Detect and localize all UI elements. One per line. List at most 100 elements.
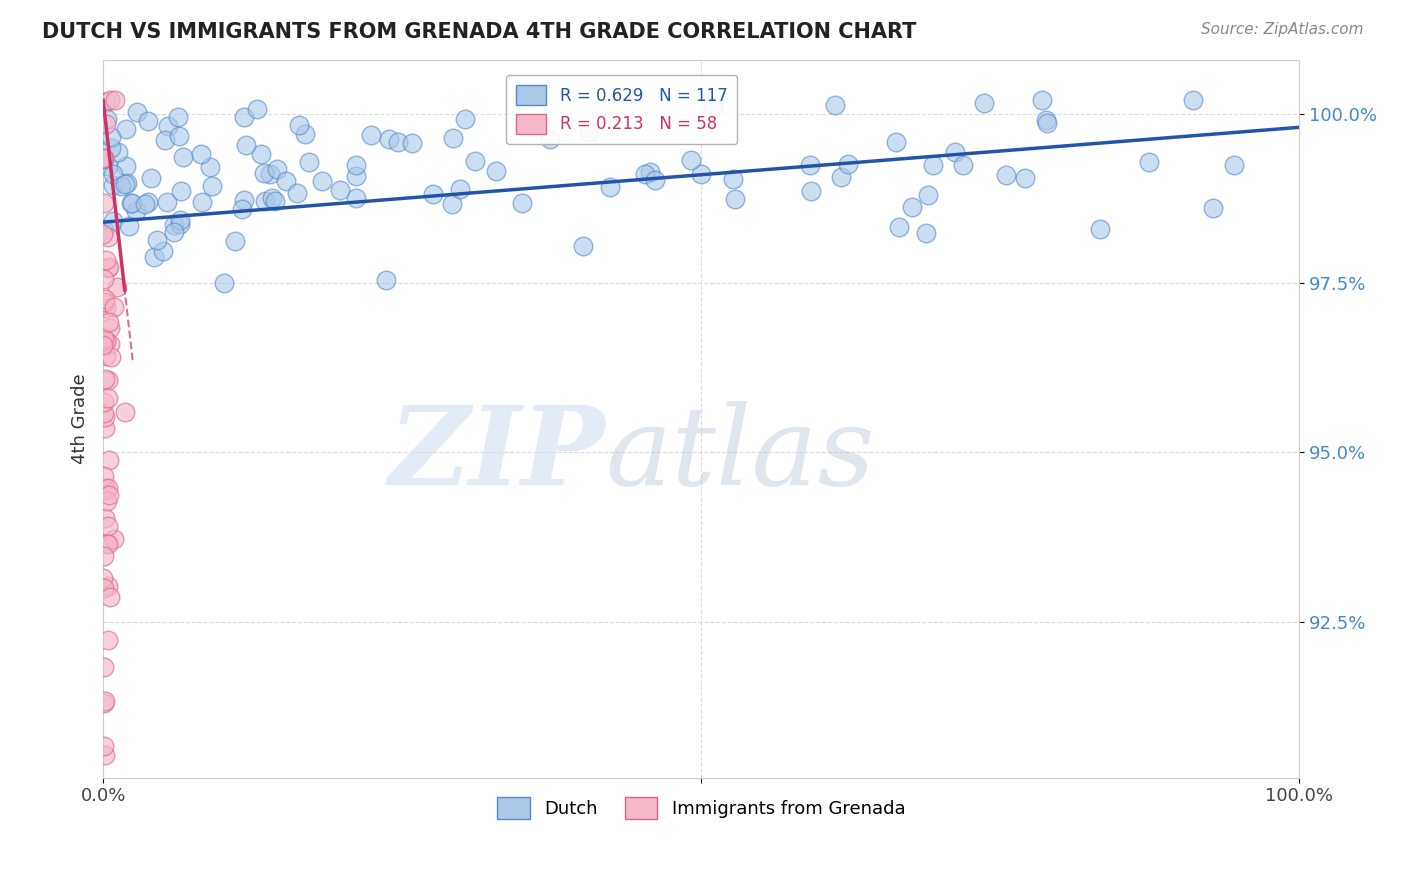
Point xyxy=(190,146,212,161)
Point xyxy=(118,219,141,233)
Point xyxy=(1088,222,1111,236)
Point xyxy=(98,260,121,274)
Point xyxy=(702,99,724,113)
Point xyxy=(169,129,191,144)
Point xyxy=(464,154,486,169)
Point xyxy=(973,95,995,110)
Point xyxy=(115,159,138,173)
Point xyxy=(120,195,142,210)
Point xyxy=(377,132,399,146)
Point xyxy=(157,119,180,133)
Point xyxy=(401,136,423,151)
Point xyxy=(121,196,143,211)
Point xyxy=(100,141,122,155)
Point xyxy=(800,184,823,198)
Point xyxy=(93,151,115,165)
Point xyxy=(100,129,122,144)
Point xyxy=(1137,154,1160,169)
Point xyxy=(94,292,117,306)
Point xyxy=(170,184,193,198)
Point xyxy=(1036,116,1059,130)
Point xyxy=(101,178,124,192)
Point xyxy=(921,158,943,172)
Point xyxy=(93,330,115,344)
Point xyxy=(638,165,661,179)
Point xyxy=(1202,201,1225,215)
Point xyxy=(93,227,115,242)
Point xyxy=(97,230,120,244)
Point xyxy=(98,321,121,335)
Point xyxy=(125,203,148,218)
Point xyxy=(259,167,281,181)
Point xyxy=(297,155,319,169)
Point xyxy=(96,301,118,316)
Point xyxy=(97,373,120,387)
Point xyxy=(311,174,333,188)
Point xyxy=(690,167,713,181)
Point xyxy=(572,239,595,253)
Point xyxy=(98,590,121,604)
Point xyxy=(97,579,120,593)
Point xyxy=(97,481,120,495)
Point xyxy=(163,219,186,233)
Point xyxy=(254,194,277,208)
Point xyxy=(485,164,508,178)
Legend: Dutch, Immigrants from Grenada: Dutch, Immigrants from Grenada xyxy=(489,789,912,826)
Point xyxy=(93,223,115,237)
Point xyxy=(344,159,367,173)
Point xyxy=(101,214,124,228)
Point xyxy=(93,395,115,409)
Point xyxy=(93,335,115,350)
Point xyxy=(156,194,179,209)
Point xyxy=(824,98,846,112)
Point xyxy=(115,121,138,136)
Point xyxy=(260,191,283,205)
Point xyxy=(125,104,148,119)
Point xyxy=(96,493,118,508)
Point xyxy=(103,532,125,546)
Text: DUTCH VS IMMIGRANTS FROM GRENADA 4TH GRADE CORRELATION CHART: DUTCH VS IMMIGRANTS FROM GRENADA 4TH GRA… xyxy=(42,22,917,42)
Point xyxy=(96,95,118,110)
Point xyxy=(98,93,121,107)
Point xyxy=(233,193,256,207)
Point xyxy=(375,273,398,287)
Point xyxy=(93,469,115,483)
Point xyxy=(328,183,350,197)
Point xyxy=(93,697,115,711)
Point xyxy=(169,217,191,231)
Point xyxy=(93,570,115,584)
Point xyxy=(163,225,186,239)
Point xyxy=(360,128,382,143)
Point xyxy=(449,181,471,195)
Point xyxy=(246,102,269,116)
Point xyxy=(94,372,117,386)
Point xyxy=(510,93,533,107)
Point xyxy=(274,173,297,187)
Point xyxy=(94,253,117,268)
Point xyxy=(943,145,966,159)
Point xyxy=(201,179,224,194)
Point xyxy=(146,234,169,248)
Point xyxy=(634,167,657,181)
Point xyxy=(235,138,257,153)
Point xyxy=(344,169,367,183)
Point xyxy=(995,168,1018,182)
Point xyxy=(105,280,128,294)
Point xyxy=(103,300,125,314)
Point xyxy=(93,581,115,595)
Point xyxy=(97,519,120,533)
Point xyxy=(138,113,160,128)
Point xyxy=(153,133,176,147)
Point xyxy=(100,350,122,364)
Point xyxy=(441,197,464,211)
Point xyxy=(93,195,115,210)
Point xyxy=(294,127,316,141)
Point xyxy=(93,294,115,309)
Point xyxy=(94,483,117,497)
Point xyxy=(98,488,121,502)
Point xyxy=(93,338,115,352)
Point xyxy=(1035,112,1057,127)
Point xyxy=(250,146,273,161)
Point xyxy=(110,178,132,193)
Point xyxy=(454,112,477,126)
